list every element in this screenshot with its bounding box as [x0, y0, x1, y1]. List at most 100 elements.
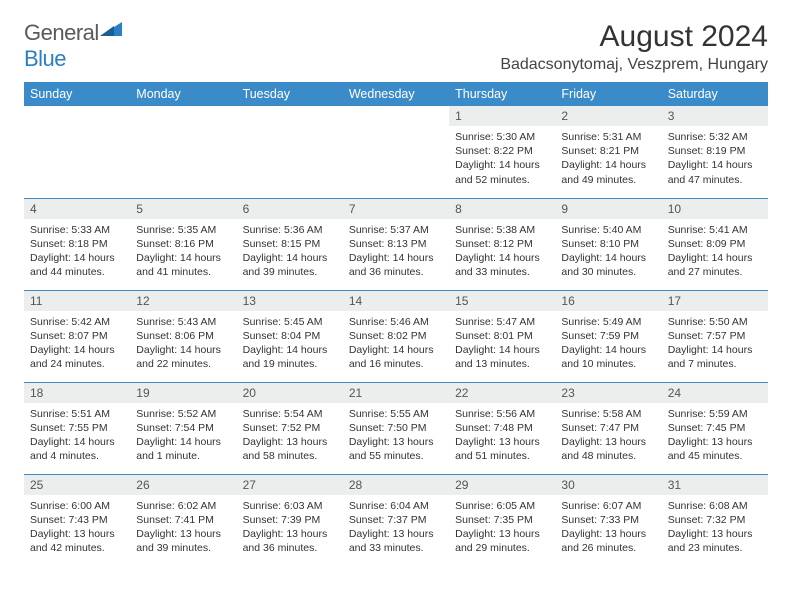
title-block: August 2024 Badacsonytomaj, Veszprem, Hu… — [500, 20, 768, 74]
day-number: 22 — [449, 383, 555, 403]
day-details: Sunrise: 5:30 AMSunset: 8:22 PMDaylight:… — [449, 126, 555, 193]
calendar-week-row: 25Sunrise: 6:00 AMSunset: 7:43 PMDayligh… — [24, 474, 768, 566]
day-number: 3 — [662, 106, 768, 126]
day-number: 8 — [449, 199, 555, 219]
day-number: 9 — [555, 199, 661, 219]
calendar-cell: 27Sunrise: 6:03 AMSunset: 7:39 PMDayligh… — [237, 474, 343, 566]
calendar-cell: 5Sunrise: 5:35 AMSunset: 8:16 PMDaylight… — [130, 198, 236, 290]
day-details: Sunrise: 5:38 AMSunset: 8:12 PMDaylight:… — [449, 219, 555, 286]
calendar-cell — [343, 106, 449, 198]
calendar-cell: 24Sunrise: 5:59 AMSunset: 7:45 PMDayligh… — [662, 382, 768, 474]
day-details: Sunrise: 6:04 AMSunset: 7:37 PMDaylight:… — [343, 495, 449, 562]
day-number: 4 — [24, 199, 130, 219]
calendar-cell: 22Sunrise: 5:56 AMSunset: 7:48 PMDayligh… — [449, 382, 555, 474]
calendar-week-row: 11Sunrise: 5:42 AMSunset: 8:07 PMDayligh… — [24, 290, 768, 382]
day-details: Sunrise: 6:05 AMSunset: 7:35 PMDaylight:… — [449, 495, 555, 562]
day-details: Sunrise: 6:08 AMSunset: 7:32 PMDaylight:… — [662, 495, 768, 562]
day-details: Sunrise: 5:47 AMSunset: 8:01 PMDaylight:… — [449, 311, 555, 378]
day-header: Friday — [555, 82, 661, 106]
day-number: 16 — [555, 291, 661, 311]
calendar-cell: 8Sunrise: 5:38 AMSunset: 8:12 PMDaylight… — [449, 198, 555, 290]
day-number: 26 — [130, 475, 236, 495]
day-header: Wednesday — [343, 82, 449, 106]
day-number: 14 — [343, 291, 449, 311]
calendar-cell: 16Sunrise: 5:49 AMSunset: 7:59 PMDayligh… — [555, 290, 661, 382]
logo-text: General Blue — [24, 20, 122, 72]
logo-text-part2: Blue — [24, 46, 66, 71]
day-details: Sunrise: 5:46 AMSunset: 8:02 PMDaylight:… — [343, 311, 449, 378]
day-details: Sunrise: 5:49 AMSunset: 7:59 PMDaylight:… — [555, 311, 661, 378]
calendar-cell — [24, 106, 130, 198]
calendar-cell: 29Sunrise: 6:05 AMSunset: 7:35 PMDayligh… — [449, 474, 555, 566]
header: General Blue August 2024 Badacsonytomaj,… — [24, 20, 768, 74]
day-number: 15 — [449, 291, 555, 311]
day-details: Sunrise: 5:43 AMSunset: 8:06 PMDaylight:… — [130, 311, 236, 378]
calendar-cell: 20Sunrise: 5:54 AMSunset: 7:52 PMDayligh… — [237, 382, 343, 474]
day-header: Thursday — [449, 82, 555, 106]
day-number: 19 — [130, 383, 236, 403]
calendar-table: SundayMondayTuesdayWednesdayThursdayFrid… — [24, 82, 768, 566]
calendar-cell: 15Sunrise: 5:47 AMSunset: 8:01 PMDayligh… — [449, 290, 555, 382]
day-number: 13 — [237, 291, 343, 311]
day-details: Sunrise: 5:58 AMSunset: 7:47 PMDaylight:… — [555, 403, 661, 470]
day-header: Sunday — [24, 82, 130, 106]
day-details: Sunrise: 5:59 AMSunset: 7:45 PMDaylight:… — [662, 403, 768, 470]
day-header-row: SundayMondayTuesdayWednesdayThursdayFrid… — [24, 82, 768, 106]
calendar-cell: 14Sunrise: 5:46 AMSunset: 8:02 PMDayligh… — [343, 290, 449, 382]
calendar-cell: 19Sunrise: 5:52 AMSunset: 7:54 PMDayligh… — [130, 382, 236, 474]
day-details: Sunrise: 6:07 AMSunset: 7:33 PMDaylight:… — [555, 495, 661, 562]
day-number: 21 — [343, 383, 449, 403]
calendar-cell: 17Sunrise: 5:50 AMSunset: 7:57 PMDayligh… — [662, 290, 768, 382]
day-header: Tuesday — [237, 82, 343, 106]
calendar-cell: 7Sunrise: 5:37 AMSunset: 8:13 PMDaylight… — [343, 198, 449, 290]
day-number: 11 — [24, 291, 130, 311]
day-details: Sunrise: 5:42 AMSunset: 8:07 PMDaylight:… — [24, 311, 130, 378]
calendar-cell: 31Sunrise: 6:08 AMSunset: 7:32 PMDayligh… — [662, 474, 768, 566]
calendar-cell: 28Sunrise: 6:04 AMSunset: 7:37 PMDayligh… — [343, 474, 449, 566]
day-number: 5 — [130, 199, 236, 219]
calendar-cell — [130, 106, 236, 198]
day-number: 30 — [555, 475, 661, 495]
month-title: August 2024 — [500, 20, 768, 54]
calendar-cell: 11Sunrise: 5:42 AMSunset: 8:07 PMDayligh… — [24, 290, 130, 382]
day-details: Sunrise: 5:31 AMSunset: 8:21 PMDaylight:… — [555, 126, 661, 193]
calendar-cell: 1Sunrise: 5:30 AMSunset: 8:22 PMDaylight… — [449, 106, 555, 198]
day-number: 20 — [237, 383, 343, 403]
day-number: 23 — [555, 383, 661, 403]
day-header: Monday — [130, 82, 236, 106]
calendar-cell: 10Sunrise: 5:41 AMSunset: 8:09 PMDayligh… — [662, 198, 768, 290]
day-number: 29 — [449, 475, 555, 495]
day-details: Sunrise: 5:50 AMSunset: 7:57 PMDaylight:… — [662, 311, 768, 378]
day-details: Sunrise: 5:36 AMSunset: 8:15 PMDaylight:… — [237, 219, 343, 286]
day-details: Sunrise: 5:40 AMSunset: 8:10 PMDaylight:… — [555, 219, 661, 286]
day-number: 27 — [237, 475, 343, 495]
day-number: 17 — [662, 291, 768, 311]
calendar-cell: 26Sunrise: 6:02 AMSunset: 7:41 PMDayligh… — [130, 474, 236, 566]
logo-text-part1: General — [24, 20, 99, 45]
day-number: 10 — [662, 199, 768, 219]
calendar-cell: 12Sunrise: 5:43 AMSunset: 8:06 PMDayligh… — [130, 290, 236, 382]
day-number: 24 — [662, 383, 768, 403]
calendar-cell: 3Sunrise: 5:32 AMSunset: 8:19 PMDaylight… — [662, 106, 768, 198]
day-number: 25 — [24, 475, 130, 495]
calendar-cell — [237, 106, 343, 198]
calendar-cell: 23Sunrise: 5:58 AMSunset: 7:47 PMDayligh… — [555, 382, 661, 474]
calendar-cell: 18Sunrise: 5:51 AMSunset: 7:55 PMDayligh… — [24, 382, 130, 474]
day-number: 12 — [130, 291, 236, 311]
day-number: 1 — [449, 106, 555, 126]
calendar-cell: 30Sunrise: 6:07 AMSunset: 7:33 PMDayligh… — [555, 474, 661, 566]
day-number: 7 — [343, 199, 449, 219]
calendar-cell: 25Sunrise: 6:00 AMSunset: 7:43 PMDayligh… — [24, 474, 130, 566]
calendar-cell: 4Sunrise: 5:33 AMSunset: 8:18 PMDaylight… — [24, 198, 130, 290]
calendar-cell: 9Sunrise: 5:40 AMSunset: 8:10 PMDaylight… — [555, 198, 661, 290]
day-number: 6 — [237, 199, 343, 219]
day-details: Sunrise: 5:52 AMSunset: 7:54 PMDaylight:… — [130, 403, 236, 470]
day-details: Sunrise: 5:45 AMSunset: 8:04 PMDaylight:… — [237, 311, 343, 378]
day-details: Sunrise: 5:37 AMSunset: 8:13 PMDaylight:… — [343, 219, 449, 286]
day-details: Sunrise: 5:55 AMSunset: 7:50 PMDaylight:… — [343, 403, 449, 470]
day-number: 18 — [24, 383, 130, 403]
day-details: Sunrise: 5:32 AMSunset: 8:19 PMDaylight:… — [662, 126, 768, 193]
day-number: 2 — [555, 106, 661, 126]
day-details: Sunrise: 5:56 AMSunset: 7:48 PMDaylight:… — [449, 403, 555, 470]
day-details: Sunrise: 6:03 AMSunset: 7:39 PMDaylight:… — [237, 495, 343, 562]
